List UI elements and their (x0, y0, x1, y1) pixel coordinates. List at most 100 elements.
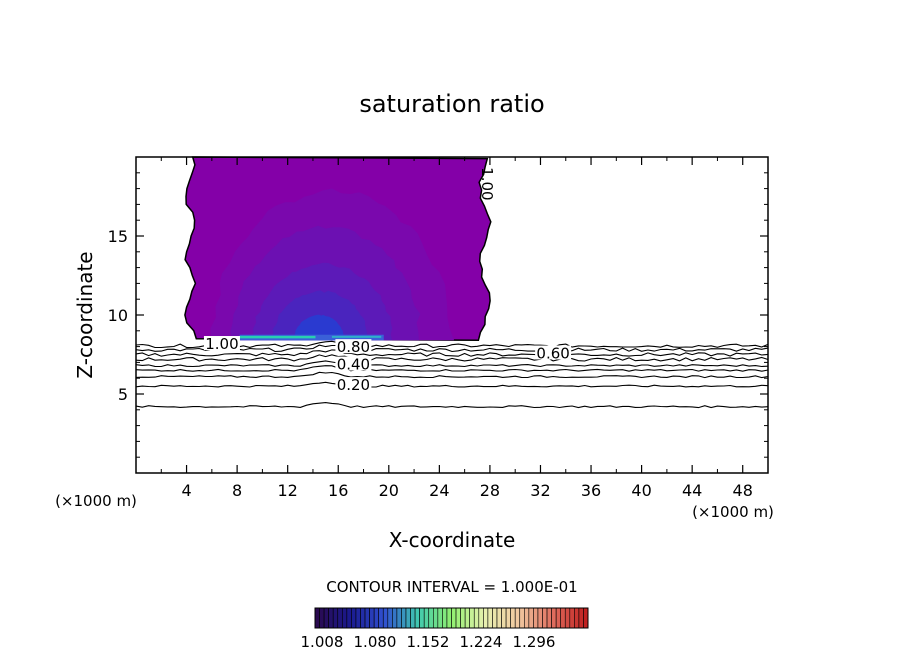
x-tick-label: 44 (682, 481, 702, 500)
colorbar-cell (469, 607, 475, 629)
colorbar-cell (396, 607, 402, 629)
colorbar (314, 607, 589, 629)
colorbar-cell (501, 607, 507, 629)
colorbar-cell (428, 607, 434, 629)
colorbar-cell (528, 607, 534, 629)
colorbar-cell (478, 607, 484, 629)
colorbar-cell (392, 607, 398, 629)
contour-lines (135, 340, 769, 409)
y-tick-label: 5 (118, 385, 128, 404)
fill-band-max-2 (331, 335, 382, 338)
y-tick-label: 15 (108, 227, 128, 246)
colorbar-cell (569, 607, 575, 629)
contour-label-bg (335, 356, 372, 371)
colorbar-cell (369, 607, 375, 629)
colorbar-cell (555, 607, 562, 629)
colorbar-cell (355, 607, 361, 629)
colorbar-tick-label: 1.296 (513, 633, 556, 651)
colorbar-cell (346, 607, 352, 629)
colorbar-cell (323, 607, 329, 629)
contour-line-0-1 (135, 402, 769, 409)
colorbar-ticks: 1.008 1.080 1.152 1.224 1.296 (301, 633, 556, 651)
contour-label: 1.00 (205, 335, 238, 353)
colorbar-cell (341, 607, 348, 629)
colorbar-cell (564, 607, 571, 629)
contour-label-bg (535, 345, 572, 360)
colorbar-cell (496, 607, 502, 629)
colorbar-cell (455, 607, 461, 629)
colorbar-cell (410, 607, 416, 629)
contour-label: 0.60 (536, 345, 569, 363)
colorbar-cell (414, 607, 420, 629)
colorbar-cell (451, 607, 457, 629)
x-tick-label: 32 (530, 481, 550, 500)
colorbar-tick-label: 1.224 (460, 633, 503, 651)
x-tick-label: 8 (232, 481, 242, 500)
colorbar-cell (442, 607, 448, 629)
x-unit-label-left: (×1000 m) (55, 492, 137, 510)
x-tick-label: 20 (379, 481, 399, 500)
contour-line-0-8 (135, 344, 769, 353)
colorbar-cell (519, 607, 525, 629)
colorbar-cell (364, 607, 370, 629)
colorbar-cell (510, 607, 516, 629)
contour-line-0-5 (135, 360, 769, 368)
colorbar-cell (551, 607, 557, 629)
colorbar-cell (560, 607, 566, 629)
colorbar-cell (423, 607, 430, 629)
colorbar-cell (319, 607, 325, 629)
colorbar-cell (432, 607, 439, 629)
chart-title: saturation ratio (359, 90, 544, 118)
colorbar-cell (373, 607, 379, 629)
colorbar-cell (328, 607, 334, 629)
x-tick-label: 40 (631, 481, 651, 500)
contour-line-0-6 (135, 354, 769, 362)
contour-label: 0.80 (337, 338, 370, 356)
colorbar-cell (378, 607, 384, 629)
colorbar-cell (401, 607, 407, 629)
x-axis-label: X-coordinate (389, 528, 516, 552)
colorbar-cell (487, 607, 493, 629)
colorbar-cell (505, 607, 511, 629)
colorbar-cell (405, 607, 411, 629)
contour-line-0-7 (135, 349, 769, 357)
fill-level-6 (293, 314, 345, 341)
contour-label-bg (335, 377, 372, 392)
colorbar-cell (492, 607, 498, 629)
x-tick-label: 12 (278, 481, 298, 500)
x-tick-label: 36 (581, 481, 601, 500)
contour-label-bg (203, 336, 240, 351)
contour-label: 1.00 (478, 167, 496, 200)
y-tick-label: 10 (108, 306, 128, 325)
colorbar-tick-label: 1.008 (301, 633, 344, 651)
contour-line-0-4 (135, 365, 769, 372)
colorbar-cell (578, 607, 584, 629)
colorbar-cell (337, 607, 343, 629)
x-ticks: 4 8 12 16 20 24 28 32 36 40 44 48 (160, 157, 753, 500)
colorbar-cell (332, 607, 339, 629)
x-tick-label: 24 (429, 481, 449, 500)
colorbar-cell (537, 607, 543, 629)
x-unit-label-right: (×1000 m) (692, 503, 774, 521)
colorbar-frame (314, 607, 589, 629)
contour-interval-text: CONTOUR INTERVAL = 1.000E-01 (326, 578, 577, 596)
colorbar-tick-label: 1.080 (354, 633, 397, 651)
colorbar-cell (464, 607, 470, 629)
contour-line-0-2 (135, 381, 769, 388)
colorbar-cell (382, 607, 389, 629)
colorbar-cell (473, 607, 480, 629)
contour-label: 0.20 (337, 376, 370, 394)
colorbar-cell (523, 607, 530, 629)
x-tick-label: 4 (181, 481, 191, 500)
colorbar-tick-label: 1.152 (407, 633, 450, 651)
colorbar-cell (387, 607, 393, 629)
contour-label: 0.40 (337, 356, 370, 374)
x-tick-label: 16 (328, 481, 348, 500)
y-axis-label: Z-coordinate (73, 251, 97, 378)
colorbar-cell (542, 607, 548, 629)
supersaturation-fill (184, 156, 492, 342)
colorbar-cell (460, 607, 466, 629)
colorbar-cell (533, 607, 539, 629)
contour-labels: 1.00 0.800.40 0.20 0.60 1.00 (203, 167, 572, 394)
